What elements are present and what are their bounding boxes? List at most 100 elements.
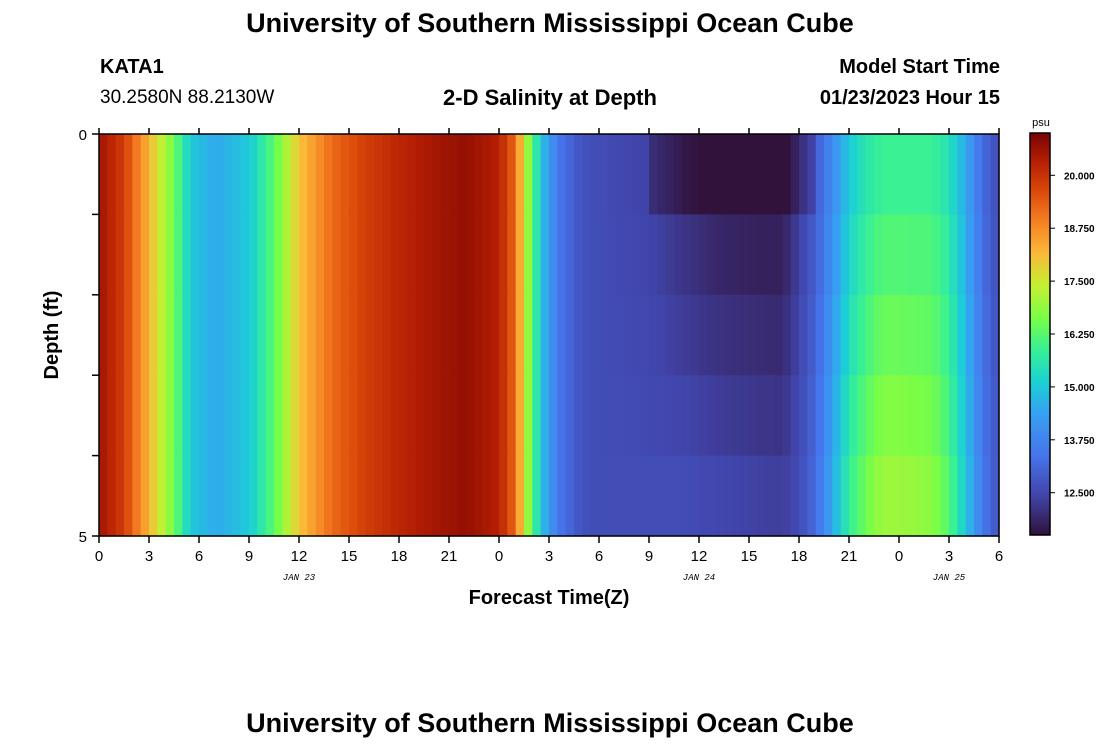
heatmap-cell bbox=[165, 455, 175, 537]
heatmap-cell bbox=[490, 294, 500, 376]
heatmap-cell bbox=[424, 214, 433, 296]
x-tick-label: 9 bbox=[645, 548, 653, 565]
heatmap-cell bbox=[399, 134, 408, 215]
heatmap-cell bbox=[682, 134, 692, 215]
heatmap-cell bbox=[790, 294, 800, 376]
heatmap-cell bbox=[399, 455, 408, 537]
heatmap-cell bbox=[915, 294, 925, 376]
heatmap-cell bbox=[124, 375, 133, 457]
heatmap-cell bbox=[515, 294, 525, 376]
footer-title: University of Southern Mississippi Ocean… bbox=[246, 708, 854, 738]
colorbar-units: psu bbox=[1032, 117, 1050, 129]
heatmap-cell bbox=[565, 455, 575, 537]
heatmap-cell bbox=[340, 134, 350, 215]
heatmap-cell bbox=[665, 375, 675, 457]
heatmap-cell bbox=[649, 455, 658, 537]
heatmap-cell bbox=[632, 134, 642, 215]
heatmap-cell bbox=[590, 375, 600, 457]
heatmap-cell bbox=[715, 134, 725, 215]
heatmap-cell bbox=[840, 214, 850, 296]
heatmap-cell bbox=[990, 455, 1000, 537]
heatmap-cell bbox=[949, 214, 958, 296]
heatmap-cell bbox=[690, 294, 700, 376]
heatmap-cell bbox=[849, 294, 858, 376]
heatmap-cell bbox=[765, 214, 775, 296]
model-start-label: Model Start Time bbox=[839, 56, 1000, 78]
heatmap-cell bbox=[907, 214, 917, 296]
heatmap-cell bbox=[657, 134, 667, 215]
heatmap-cell bbox=[357, 134, 367, 215]
heatmap-cell bbox=[715, 294, 725, 376]
x-tick-label: 0 bbox=[895, 548, 903, 565]
heatmap-cell bbox=[815, 375, 825, 457]
heatmap-cell bbox=[140, 455, 150, 537]
heatmap-cell bbox=[257, 294, 267, 376]
heatmap-cell bbox=[649, 214, 658, 296]
heatmap-cell bbox=[207, 214, 217, 296]
heatmap-cell bbox=[482, 455, 492, 537]
heatmap-cell bbox=[974, 455, 983, 537]
heatmap-cell bbox=[490, 375, 500, 457]
heatmap-cell bbox=[190, 214, 200, 296]
heatmap-cell bbox=[732, 214, 742, 296]
heatmap-cell bbox=[782, 375, 792, 457]
heatmap-cell bbox=[532, 134, 542, 215]
heatmap-cell bbox=[732, 134, 742, 215]
x-tick-label: 15 bbox=[341, 548, 358, 565]
heatmap-cell bbox=[799, 294, 808, 376]
x-tick-label: 15 bbox=[741, 548, 758, 565]
heatmap-cell bbox=[924, 214, 933, 296]
chart-title: 2-D Salinity at Depth bbox=[443, 85, 657, 110]
heatmap-cell bbox=[307, 375, 317, 457]
heatmap-cell bbox=[957, 294, 967, 376]
heatmap-cell bbox=[674, 455, 683, 537]
heatmap-cell bbox=[182, 375, 192, 457]
heatmap-cell bbox=[482, 294, 492, 376]
heatmap-cell bbox=[532, 455, 542, 537]
heatmap-cell bbox=[940, 214, 950, 296]
heatmap-cell bbox=[865, 375, 875, 457]
heatmap-cell bbox=[674, 214, 683, 296]
heatmap-cell bbox=[515, 134, 525, 215]
heatmap-cell bbox=[124, 455, 133, 537]
heatmap-cell bbox=[582, 214, 592, 296]
x-tick-label: 3 bbox=[945, 548, 953, 565]
heatmap-cell bbox=[465, 455, 475, 537]
heatmap-cell bbox=[107, 134, 117, 215]
heatmap-cell bbox=[440, 294, 450, 376]
heatmap-cell bbox=[899, 214, 908, 296]
heatmap-cell bbox=[432, 455, 442, 537]
heatmap-cell bbox=[340, 455, 350, 537]
heatmap-cell bbox=[449, 134, 458, 215]
heatmap-cell bbox=[574, 294, 583, 376]
heatmap-cell bbox=[232, 455, 242, 537]
heatmap-cell bbox=[474, 214, 483, 296]
heatmap-cell bbox=[649, 134, 658, 215]
heatmap-cell bbox=[874, 214, 883, 296]
heatmap-cell bbox=[957, 214, 967, 296]
heatmap-cell bbox=[357, 455, 367, 537]
heatmap-cell bbox=[290, 214, 300, 296]
heatmap-cell bbox=[440, 214, 450, 296]
heatmap-cell bbox=[774, 455, 783, 537]
heatmap-cell bbox=[424, 455, 433, 537]
heatmap-cell bbox=[765, 375, 775, 457]
heatmap-cell bbox=[949, 455, 958, 537]
heatmap-cell bbox=[415, 375, 425, 457]
heatmap-cell bbox=[474, 455, 483, 537]
heatmap-cell bbox=[565, 375, 575, 457]
x-tick-label: 21 bbox=[841, 548, 858, 565]
heatmap-cell bbox=[749, 375, 758, 457]
heatmap-cell bbox=[640, 375, 650, 457]
heatmap-cell bbox=[290, 375, 300, 457]
heatmap-cell bbox=[474, 134, 483, 215]
heatmap-cell bbox=[349, 134, 358, 215]
heatmap-cell bbox=[790, 214, 800, 296]
heatmap-cell bbox=[882, 134, 892, 215]
heatmap-cell bbox=[265, 134, 275, 215]
heatmap-cell bbox=[982, 134, 992, 215]
heatmap-cell bbox=[865, 294, 875, 376]
heatmap-cell bbox=[974, 134, 983, 215]
heatmap-cell bbox=[474, 294, 483, 376]
